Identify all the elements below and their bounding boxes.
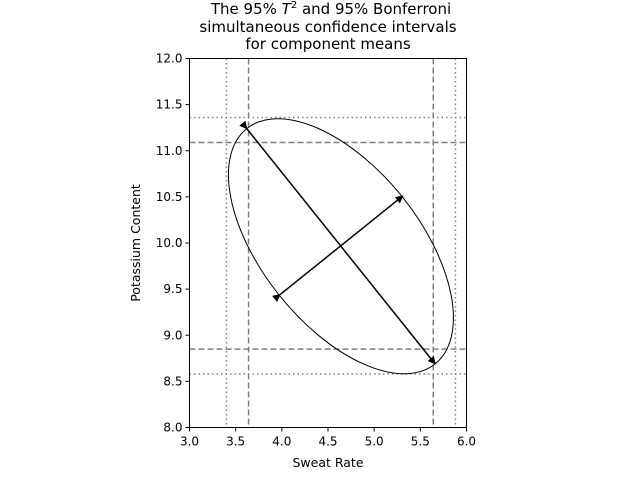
y-tick-label: 8.5 [163, 374, 182, 388]
y-tick-label: 10.0 [156, 236, 183, 250]
x-tick-label: 5.5 [411, 435, 430, 449]
x-tick-label: 6.0 [457, 435, 476, 449]
chart-title-line-3: for component means [245, 35, 411, 53]
chart-title-line-1: The 95% T2 and 95% Bonferroni [210, 0, 451, 18]
y-tick-label: 9.5 [163, 282, 182, 296]
x-tick-label: 3.0 [180, 435, 199, 449]
y-tick-label: 11.5 [156, 98, 183, 112]
y-tick-label: 9.0 [163, 328, 182, 342]
y-axis-label: Potassium Content [128, 184, 143, 302]
plot-area [189, 58, 467, 428]
x-tick-label: 3.5 [226, 435, 245, 449]
y-tick-label: 10.5 [156, 190, 183, 204]
x-tick-label: 4.5 [318, 435, 337, 449]
x-tick-label: 5.0 [365, 435, 384, 449]
axis-ticks: 3.0 3.5 4.0 4.5 5.0 5.5 6.0 8.0 8.5 9.0 9.5 10.0 10.… [156, 52, 476, 449]
minor-axis-arrow [272, 195, 404, 303]
chart-title-line-2: simultaneous confidence intervals [199, 18, 456, 36]
x-tick-label: 4.0 [272, 435, 291, 449]
plot-frame [189, 58, 467, 428]
y-tick-label: 11.0 [156, 144, 183, 158]
y-tick-label: 8.0 [163, 421, 182, 435]
x-axis-label: Sweat Rate [292, 455, 363, 470]
y-tick-label: 12.0 [156, 52, 183, 66]
